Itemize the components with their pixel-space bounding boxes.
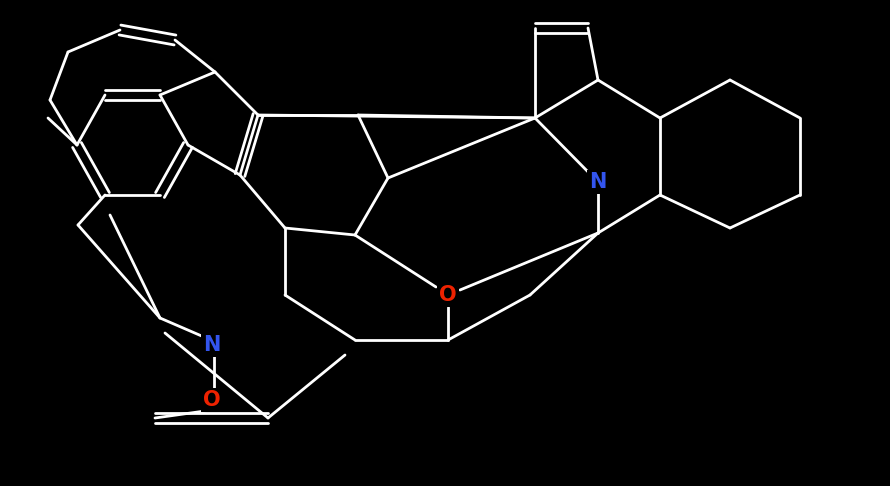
- Text: O: O: [439, 285, 457, 305]
- Text: O: O: [203, 390, 221, 410]
- Text: N: N: [589, 172, 607, 192]
- Text: N: N: [203, 335, 221, 355]
